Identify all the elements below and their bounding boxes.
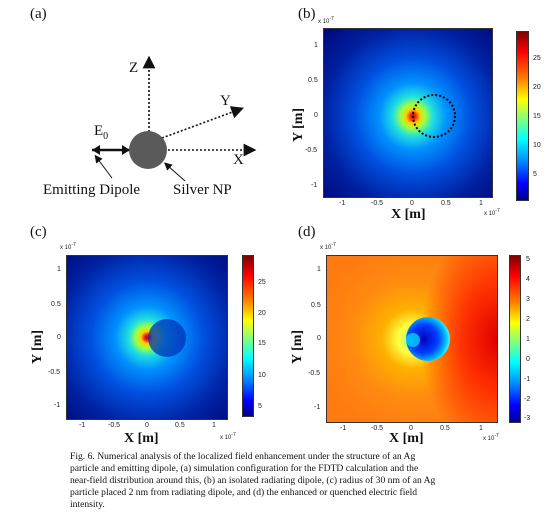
panel-b: (b) x 10-7 1 0.5 0 -0.5 -1 -1 -0.5 0 0.5… [278, 0, 554, 226]
np-pointer [164, 162, 186, 182]
panel-b-xtick: 0.5 [441, 200, 451, 207]
panel-d: (d) x 10-7 1 0.5 0 -0.5 -1 -1 -0.5 0 0.5… [276, 222, 554, 448]
panel-d-xtick: 0.5 [440, 425, 450, 432]
y-axis [161, 106, 245, 139]
panel-c-xtick: -1 [79, 422, 86, 429]
panel-c: (c) x 10-7 1 0.5 0 -0.5 -1 -1 -0.5 0 0.5… [0, 222, 276, 448]
panel-d-ylabel: Y [m] [290, 329, 305, 364]
panel-b-ytick: 0.5 [308, 77, 318, 84]
panel-d-x-exponent: x 10-7 [483, 433, 499, 442]
panel-d-cbar-tick: -1 [524, 376, 531, 383]
panel-c-xtick: 0 [145, 422, 149, 429]
panel-d-cbar-tick: 1 [526, 336, 530, 343]
panel-d-cbar-tick: 0 [526, 356, 530, 363]
panel-b-ytick: 0 [314, 112, 318, 119]
panel-d-field-map [326, 255, 498, 423]
panel-d-ytick: 0 [317, 335, 321, 342]
panel-b-ytick: -1 [311, 182, 318, 189]
panel-b-xtick: -0.5 [371, 200, 384, 207]
panel-a: (a) Z Y X E0 Emitting Dipole Silver NP [0, 0, 270, 230]
panel-c-cbar-tick: 15 [258, 340, 266, 347]
nanoparticle-region [148, 319, 186, 357]
panel-c-cbar-tick: 10 [258, 372, 266, 379]
e0-label-sub: 0 [103, 131, 109, 142]
panel-c-ytick: 0.5 [51, 301, 61, 308]
panel-b-xtick: 1 [479, 200, 483, 207]
silver-nanoparticle [129, 131, 167, 169]
panel-d-xtick: 0 [409, 425, 413, 432]
panel-b-xtick: 0 [410, 200, 414, 207]
caption-line: intensity. [70, 499, 105, 510]
panel-d-cbar-tick: -2 [524, 396, 531, 403]
panel-c-y-exponent: x 10-7 [60, 242, 76, 251]
panel-b-cbar-tick: 25 [533, 55, 541, 62]
panel-d-xtick: -0.5 [371, 425, 384, 432]
panel-b-cbar-tick: 20 [533, 84, 541, 91]
caption-line: near-field distribution around this, (b)… [70, 475, 436, 486]
x-axis-label: X [233, 152, 244, 168]
caption-line: Fig. 6. Numerical analysis of the locali… [70, 451, 416, 462]
caption-line: particle placed 2 nm from radiating dipo… [70, 487, 418, 498]
panel-b-y-exponent: x 10-7 [318, 16, 334, 25]
panel-d-cbar-tick: 3 [526, 296, 530, 303]
panel-c-x-exponent: x 10-7 [220, 432, 236, 441]
dipole-pointer [94, 154, 113, 179]
silver-np-label: Silver NP [173, 182, 232, 198]
panel-c-xtick: -0.5 [108, 422, 121, 429]
panel-b-ylabel: Y [m] [291, 107, 306, 142]
emitting-dipole-label: Emitting Dipole [43, 182, 141, 198]
panel-c-colorbar [242, 255, 254, 417]
y-axis-label: Y [220, 93, 231, 109]
panel-b-label: (b) [298, 6, 316, 22]
panel-c-cbar-tick: 20 [258, 310, 266, 317]
panel-d-ytick: 1 [317, 266, 321, 273]
panel-c-xtick: 1 [212, 422, 216, 429]
panel-c-cbar-tick: 25 [258, 279, 266, 286]
panel-d-colorbar [509, 255, 521, 423]
figure-caption: Fig. 6. Numerical analysis of the locali… [70, 451, 540, 511]
e0-label: E0 [94, 123, 108, 142]
panel-c-xtick: 0.5 [175, 422, 185, 429]
panel-b-ytick: -0.5 [305, 147, 318, 154]
panel-b-cbar-tick: 15 [533, 113, 541, 120]
nanoparticle-quench-region [406, 317, 450, 361]
panel-d-cbar-tick: 4 [526, 276, 530, 283]
e0-label-main: E [94, 123, 104, 139]
nanoparticle-outline [412, 94, 456, 138]
panel-c-field-map [66, 255, 228, 420]
panel-c-label: (c) [30, 224, 47, 240]
panel-c-ylabel: Y [m] [30, 329, 45, 364]
panel-b-x-exponent: x 10-7 [484, 208, 500, 217]
panel-d-y-exponent: x 10-7 [320, 242, 336, 251]
z-axis-label: Z [129, 60, 139, 76]
panel-d-cbar-tick: 2 [526, 316, 530, 323]
panel-c-ytick: 0 [57, 334, 61, 341]
panel-d-cbar-tick: 5 [526, 256, 530, 263]
panel-b-field-map [323, 28, 493, 198]
simulation-configuration-diagram [92, 55, 257, 182]
panel-c-ytick: -0.5 [48, 369, 61, 376]
panel-d-ytick: -0.5 [308, 370, 321, 377]
panel-d-xlabel: X [m] [389, 431, 424, 446]
panel-b-cbar-tick: 10 [533, 142, 541, 149]
panel-d-xtick: 1 [479, 425, 483, 432]
panel-b-xlabel: X [m] [391, 207, 426, 222]
panel-d-xtick: -1 [340, 425, 347, 432]
panel-c-ytick: -1 [54, 402, 61, 409]
panel-c-xlabel: X [m] [124, 431, 159, 446]
panel-d-ytick: 0.5 [311, 302, 321, 309]
panel-d-ytick: -1 [314, 404, 321, 411]
panel-a-label: (a) [30, 6, 47, 22]
panel-c-cbar-tick: 5 [258, 403, 262, 410]
panel-d-label: (d) [298, 224, 316, 240]
caption-line: particle and emitting dipole, (a) simula… [70, 463, 419, 474]
panel-b-ytick: 1 [314, 42, 318, 49]
panel-b-xtick: -1 [339, 200, 346, 207]
panel-b-colorbar [516, 31, 529, 201]
panel-b-cbar-tick: 5 [533, 171, 537, 178]
panel-d-cbar-tick: -3 [524, 415, 531, 422]
panel-c-ytick: 1 [57, 266, 61, 273]
